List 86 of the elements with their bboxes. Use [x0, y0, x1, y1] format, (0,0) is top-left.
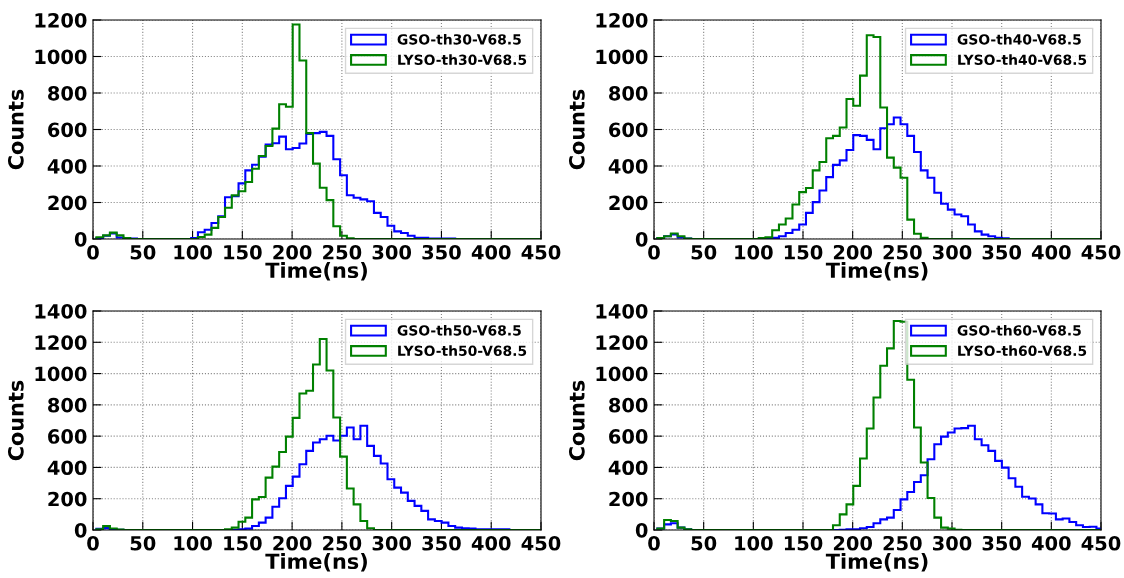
x-tick-label: 350 — [982, 535, 1022, 551]
legend-label: LYSO-th30-V68.5 — [398, 54, 527, 66]
x-tick-label: 300 — [372, 535, 412, 551]
y-axis-title: Counts — [7, 380, 24, 461]
y-tick-label: 400 — [608, 158, 648, 174]
y-axis-title: Counts — [568, 380, 585, 461]
x-axis-title: Time(ns) — [265, 552, 367, 572]
x-tick-label: 100 — [735, 535, 773, 551]
x-tick-label: 300 — [933, 244, 972, 260]
y-tick-label: 800 — [48, 85, 87, 101]
legend-label: LYSO-th40-V68.5 — [958, 54, 1087, 66]
y-tick-label: 1200 — [596, 335, 648, 350]
y-tick-label: 200 — [609, 195, 648, 211]
y-tick-label: 0 — [74, 522, 87, 538]
y-tick-label: 600 — [48, 122, 87, 138]
x-tick-label: 50 — [130, 244, 156, 260]
y-tick-label: 800 — [48, 397, 87, 413]
y-axis-title: Counts — [7, 89, 24, 170]
y-tick-label: 0 — [74, 231, 87, 247]
x-tick-label: 250 — [323, 535, 362, 551]
legend-label: GSO-th50-V68.5 — [397, 324, 521, 336]
x-tick-label: 200 — [273, 244, 312, 260]
y-tick-label: 1000 — [35, 49, 87, 65]
y-tick-label: 1400 — [35, 303, 87, 319]
x-tick-label: 50 — [130, 535, 156, 551]
x-tick-label: 200 — [833, 535, 873, 551]
x-tick-label: 250 — [883, 244, 922, 260]
y-tick-label: 1000 — [35, 366, 87, 382]
x-tick-label: 150 — [224, 244, 262, 260]
x-tick-label: 150 — [784, 535, 823, 551]
y-tick-label: 1000 — [596, 366, 648, 382]
y-tick-label: 800 — [609, 397, 648, 413]
y-axis-title: Counts — [568, 89, 585, 170]
x-tick-label: 0 — [87, 244, 99, 260]
y-tick-label: 200 — [609, 491, 648, 507]
x-tick-label: 400 — [1031, 244, 1071, 260]
x-tick-label: 200 — [833, 244, 873, 260]
y-tick-label: 1200 — [35, 12, 87, 28]
x-tick-label: 450 — [521, 535, 561, 551]
x-axis-title: Time(ns) — [825, 552, 928, 572]
x-axis-title: Time(ns) — [825, 261, 928, 281]
x-tick-label: 0 — [648, 535, 660, 551]
y-tick-label: 1400 — [596, 303, 648, 319]
x-tick-label: 100 — [735, 244, 773, 260]
x-axis-title: Time(ns) — [265, 261, 367, 281]
x-tick-label: 250 — [323, 244, 362, 260]
x-tick-label: 300 — [933, 535, 972, 551]
y-tick-label: 400 — [608, 460, 648, 476]
x-tick-label: 450 — [521, 244, 561, 260]
y-tick-label: 200 — [48, 195, 87, 211]
legend-label: GSO-th60-V68.5 — [957, 324, 1081, 336]
x-tick-label: 50 — [691, 244, 717, 260]
x-tick-label: 350 — [422, 535, 461, 551]
y-tick-label: 0 — [635, 522, 648, 538]
x-tick-label: 150 — [784, 244, 823, 260]
x-tick-label: 50 — [691, 535, 717, 551]
legend-label: GSO-th40-V68.5 — [957, 33, 1081, 45]
y-tick-label: 1000 — [596, 49, 648, 65]
x-tick-label: 300 — [372, 244, 412, 260]
legend-label: LYSO-th50-V68.5 — [398, 345, 527, 357]
x-tick-label: 400 — [1031, 535, 1071, 551]
x-tick-label: 350 — [422, 244, 461, 260]
x-tick-label: 100 — [174, 535, 212, 551]
x-tick-label: 100 — [174, 244, 212, 260]
x-tick-label: 200 — [273, 535, 312, 551]
x-tick-label: 250 — [883, 535, 922, 551]
y-tick-label: 1200 — [35, 335, 87, 350]
x-tick-label: 0 — [87, 535, 99, 551]
x-tick-label: 350 — [982, 244, 1022, 260]
legend-label: LYSO-th60-V68.5 — [958, 345, 1087, 357]
x-tick-label: 450 — [1081, 244, 1121, 260]
x-tick-label: 400 — [471, 244, 511, 260]
y-tick-label: 400 — [47, 158, 87, 174]
x-tick-label: 450 — [1081, 535, 1121, 551]
y-tick-label: 600 — [609, 122, 648, 138]
x-tick-label: 0 — [648, 244, 660, 260]
y-tick-label: 400 — [47, 460, 87, 476]
y-tick-label: 200 — [48, 491, 87, 507]
y-tick-label: 600 — [48, 429, 87, 444]
legend-label: GSO-th30-V68.5 — [397, 33, 521, 45]
y-tick-label: 800 — [609, 85, 648, 101]
y-tick-label: 600 — [609, 429, 648, 444]
y-tick-label: 1200 — [596, 12, 648, 28]
x-tick-label: 400 — [471, 535, 511, 551]
x-tick-label: 150 — [224, 535, 262, 551]
y-tick-label: 0 — [635, 231, 648, 247]
